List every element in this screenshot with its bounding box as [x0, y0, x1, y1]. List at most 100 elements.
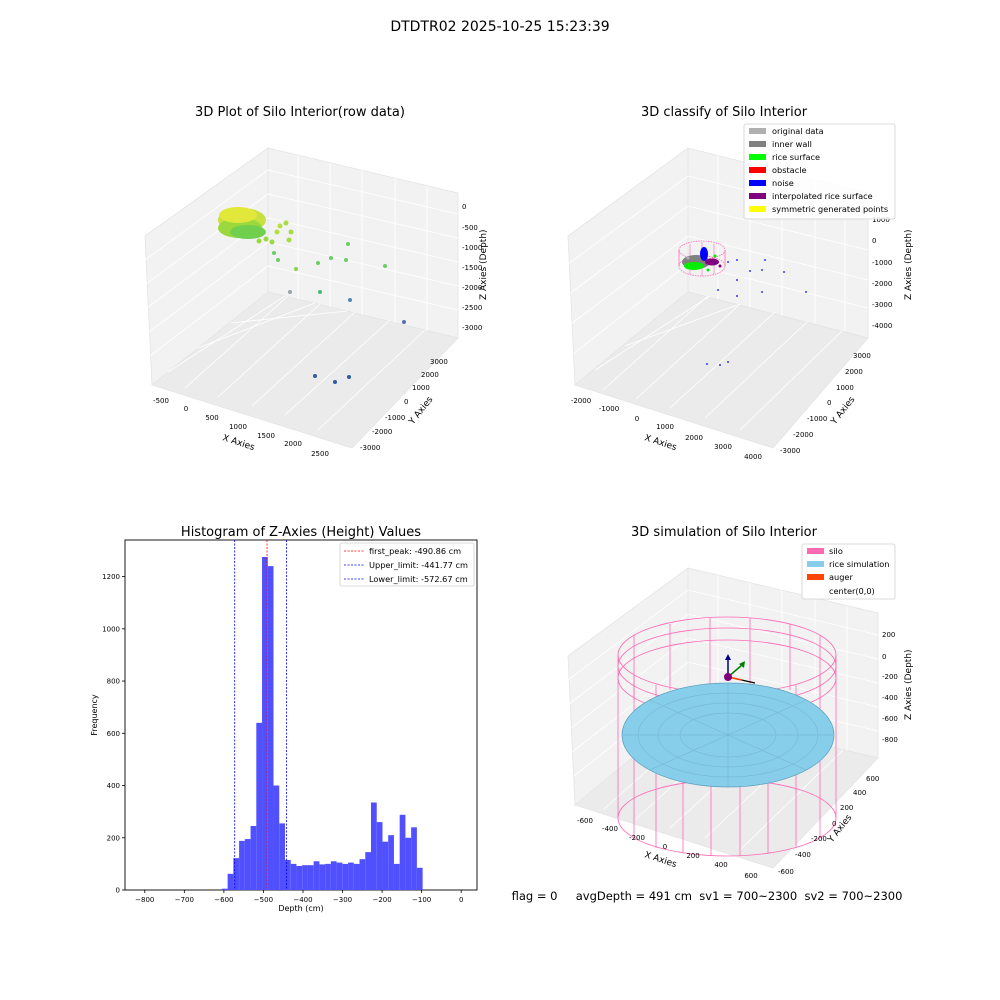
classify-legend: original data inner wall rice surface ob… — [743, 123, 896, 220]
raw-xtick: 1000 — [229, 423, 247, 431]
raw-xtick: 2500 — [311, 450, 329, 458]
histogram-bar — [284, 859, 291, 890]
histogram-bar — [307, 865, 314, 890]
simulation-legend: silo rice simulation auger center(0,0) — [801, 543, 896, 600]
histogram-bar — [382, 841, 389, 890]
raw-plot-title: 3D Plot of Silo Interior(row data) — [195, 105, 405, 120]
raw-ytick: -1000 — [385, 414, 405, 422]
histogram-bar — [239, 840, 245, 890]
histogram-bar — [353, 863, 360, 890]
histogram-ytick-label: 600 — [107, 730, 120, 738]
histogram-bar — [256, 722, 263, 890]
legend-upper-limit: Upper_limit: -441.77 cm — [369, 560, 468, 570]
figure-suptitle: DTDTR02 2025-10-25 15:23:39 — [390, 19, 609, 35]
histogram-ytick-label: 800 — [107, 678, 120, 686]
simulation-xtick: -600 — [577, 817, 593, 825]
classify-xtick: 0 — [635, 415, 639, 423]
raw-ztick: -2500 — [462, 304, 482, 312]
histogram-bar — [233, 858, 240, 890]
raw-ytick: 1000 — [412, 384, 430, 392]
classify-ztick: -4000 — [872, 322, 892, 330]
histogram-bar — [393, 863, 400, 890]
histogram-ytick-label: 200 — [107, 834, 120, 842]
legend-noise-swatch — [749, 180, 766, 186]
simulation-ytick: -600 — [778, 868, 794, 876]
histogram-bar — [359, 859, 366, 890]
raw-xtick: 1500 — [257, 432, 275, 440]
histogram-bars — [221, 556, 423, 890]
classify-ztick: -3000 — [872, 301, 892, 309]
legend-center: center(0,0) — [829, 586, 875, 596]
histogram-bar — [411, 827, 417, 890]
legend-silo: silo — [829, 546, 843, 556]
histogram-ytick-label: 1000 — [102, 625, 120, 633]
classify-xtick: 1000 — [656, 423, 674, 431]
classify-ztick: -1000 — [872, 259, 892, 267]
raw-ztick: 0 — [462, 203, 466, 211]
simulation-xtick: -400 — [602, 825, 618, 833]
histogram-ytick-label: 1200 — [102, 573, 120, 581]
classify-xtick: -2000 — [571, 397, 591, 405]
histogram-bar — [296, 865, 303, 890]
simulation-silo-wireframe — [617, 616, 837, 857]
classify-ytick: 2000 — [845, 368, 863, 376]
histogram-lines — [234, 540, 287, 890]
legend-symmetric: symmetric generated points — [772, 204, 888, 214]
histogram-bar — [371, 802, 377, 890]
simulation-3d-plot: 3D simulation of Silo Interior — [512, 525, 914, 903]
legend-original-data-swatch — [749, 128, 766, 134]
histogram-frame — [124, 539, 478, 891]
classify-ytick: -1000 — [807, 415, 827, 423]
legend-interpolated: interpolated rice surface — [772, 191, 873, 201]
raw-ytick: 2000 — [421, 371, 439, 379]
classify-plot-title: 3D classify of Silo Interior — [641, 105, 808, 120]
raw-ylabel: Y Axies — [407, 395, 436, 428]
legend-rice-surface-swatch — [749, 154, 766, 160]
legend-obstacle: obstacle — [772, 165, 807, 175]
raw-ztick: -2000 — [462, 284, 482, 292]
classify-ztick: -2000 — [872, 280, 892, 288]
simulation-ztick: 200 — [882, 631, 895, 639]
histogram-xtick-label: −800 — [135, 896, 154, 904]
histogram-ytick-label: 0 — [116, 887, 120, 895]
histogram-bar — [273, 785, 280, 890]
histogram-bar — [365, 852, 372, 890]
classify-ytick: 1000 — [836, 384, 854, 392]
classify-zlabel: Z Axies (Depth) — [904, 229, 914, 300]
classify-ztick: 1000 — [872, 216, 890, 224]
legend-original-data: original data — [772, 126, 824, 136]
simulation-ztick: -800 — [882, 736, 898, 744]
simulation-xtick: 600 — [744, 872, 757, 880]
histogram-legend: first_peak: -490.86 cm Upper_limit: -441… — [339, 542, 475, 587]
classify-xlabel: X Axies — [643, 433, 678, 453]
raw-ztick: -500 — [462, 224, 478, 232]
raw-ytick: -2000 — [372, 428, 392, 436]
raw-ztick: -3000 — [462, 324, 482, 332]
simulation-ytick: 400 — [853, 789, 866, 797]
classify-ytick: 0 — [827, 399, 831, 407]
histogram-xtick-label: −200 — [372, 896, 391, 904]
histogram-bar — [325, 863, 331, 890]
classify-xtick: -1000 — [599, 405, 619, 413]
legend-rice-surface: rice surface — [772, 152, 820, 162]
simulation-zlabel: Z Axies (Depth) — [904, 649, 914, 720]
histogram-ytick-label: 400 — [107, 782, 120, 790]
raw-xtick: -500 — [153, 397, 169, 405]
classify-ytick: -3000 — [780, 447, 800, 455]
simulation-xtick: 200 — [686, 852, 699, 860]
histogram-bar — [227, 873, 234, 890]
histogram-bar — [330, 861, 337, 890]
legend-first-peak: first_peak: -490.86 cm — [369, 546, 461, 556]
histogram-title: Histogram of Z-Axies (Height) Values — [181, 525, 421, 540]
simulation-ztick: -200 — [882, 673, 898, 681]
legend-auger: auger — [829, 572, 853, 582]
raw-xtick: 2000 — [284, 440, 302, 448]
simulation-auger — [724, 654, 756, 684]
legend-inner-wall: inner wall — [772, 139, 812, 149]
simulation-xtick: 400 — [714, 861, 727, 869]
simulation-ztick: -400 — [882, 694, 898, 702]
legend-symmetric-swatch — [749, 206, 766, 212]
simulation-rice-surface — [621, 682, 835, 788]
histogram-xtick-label: −400 — [293, 896, 312, 904]
